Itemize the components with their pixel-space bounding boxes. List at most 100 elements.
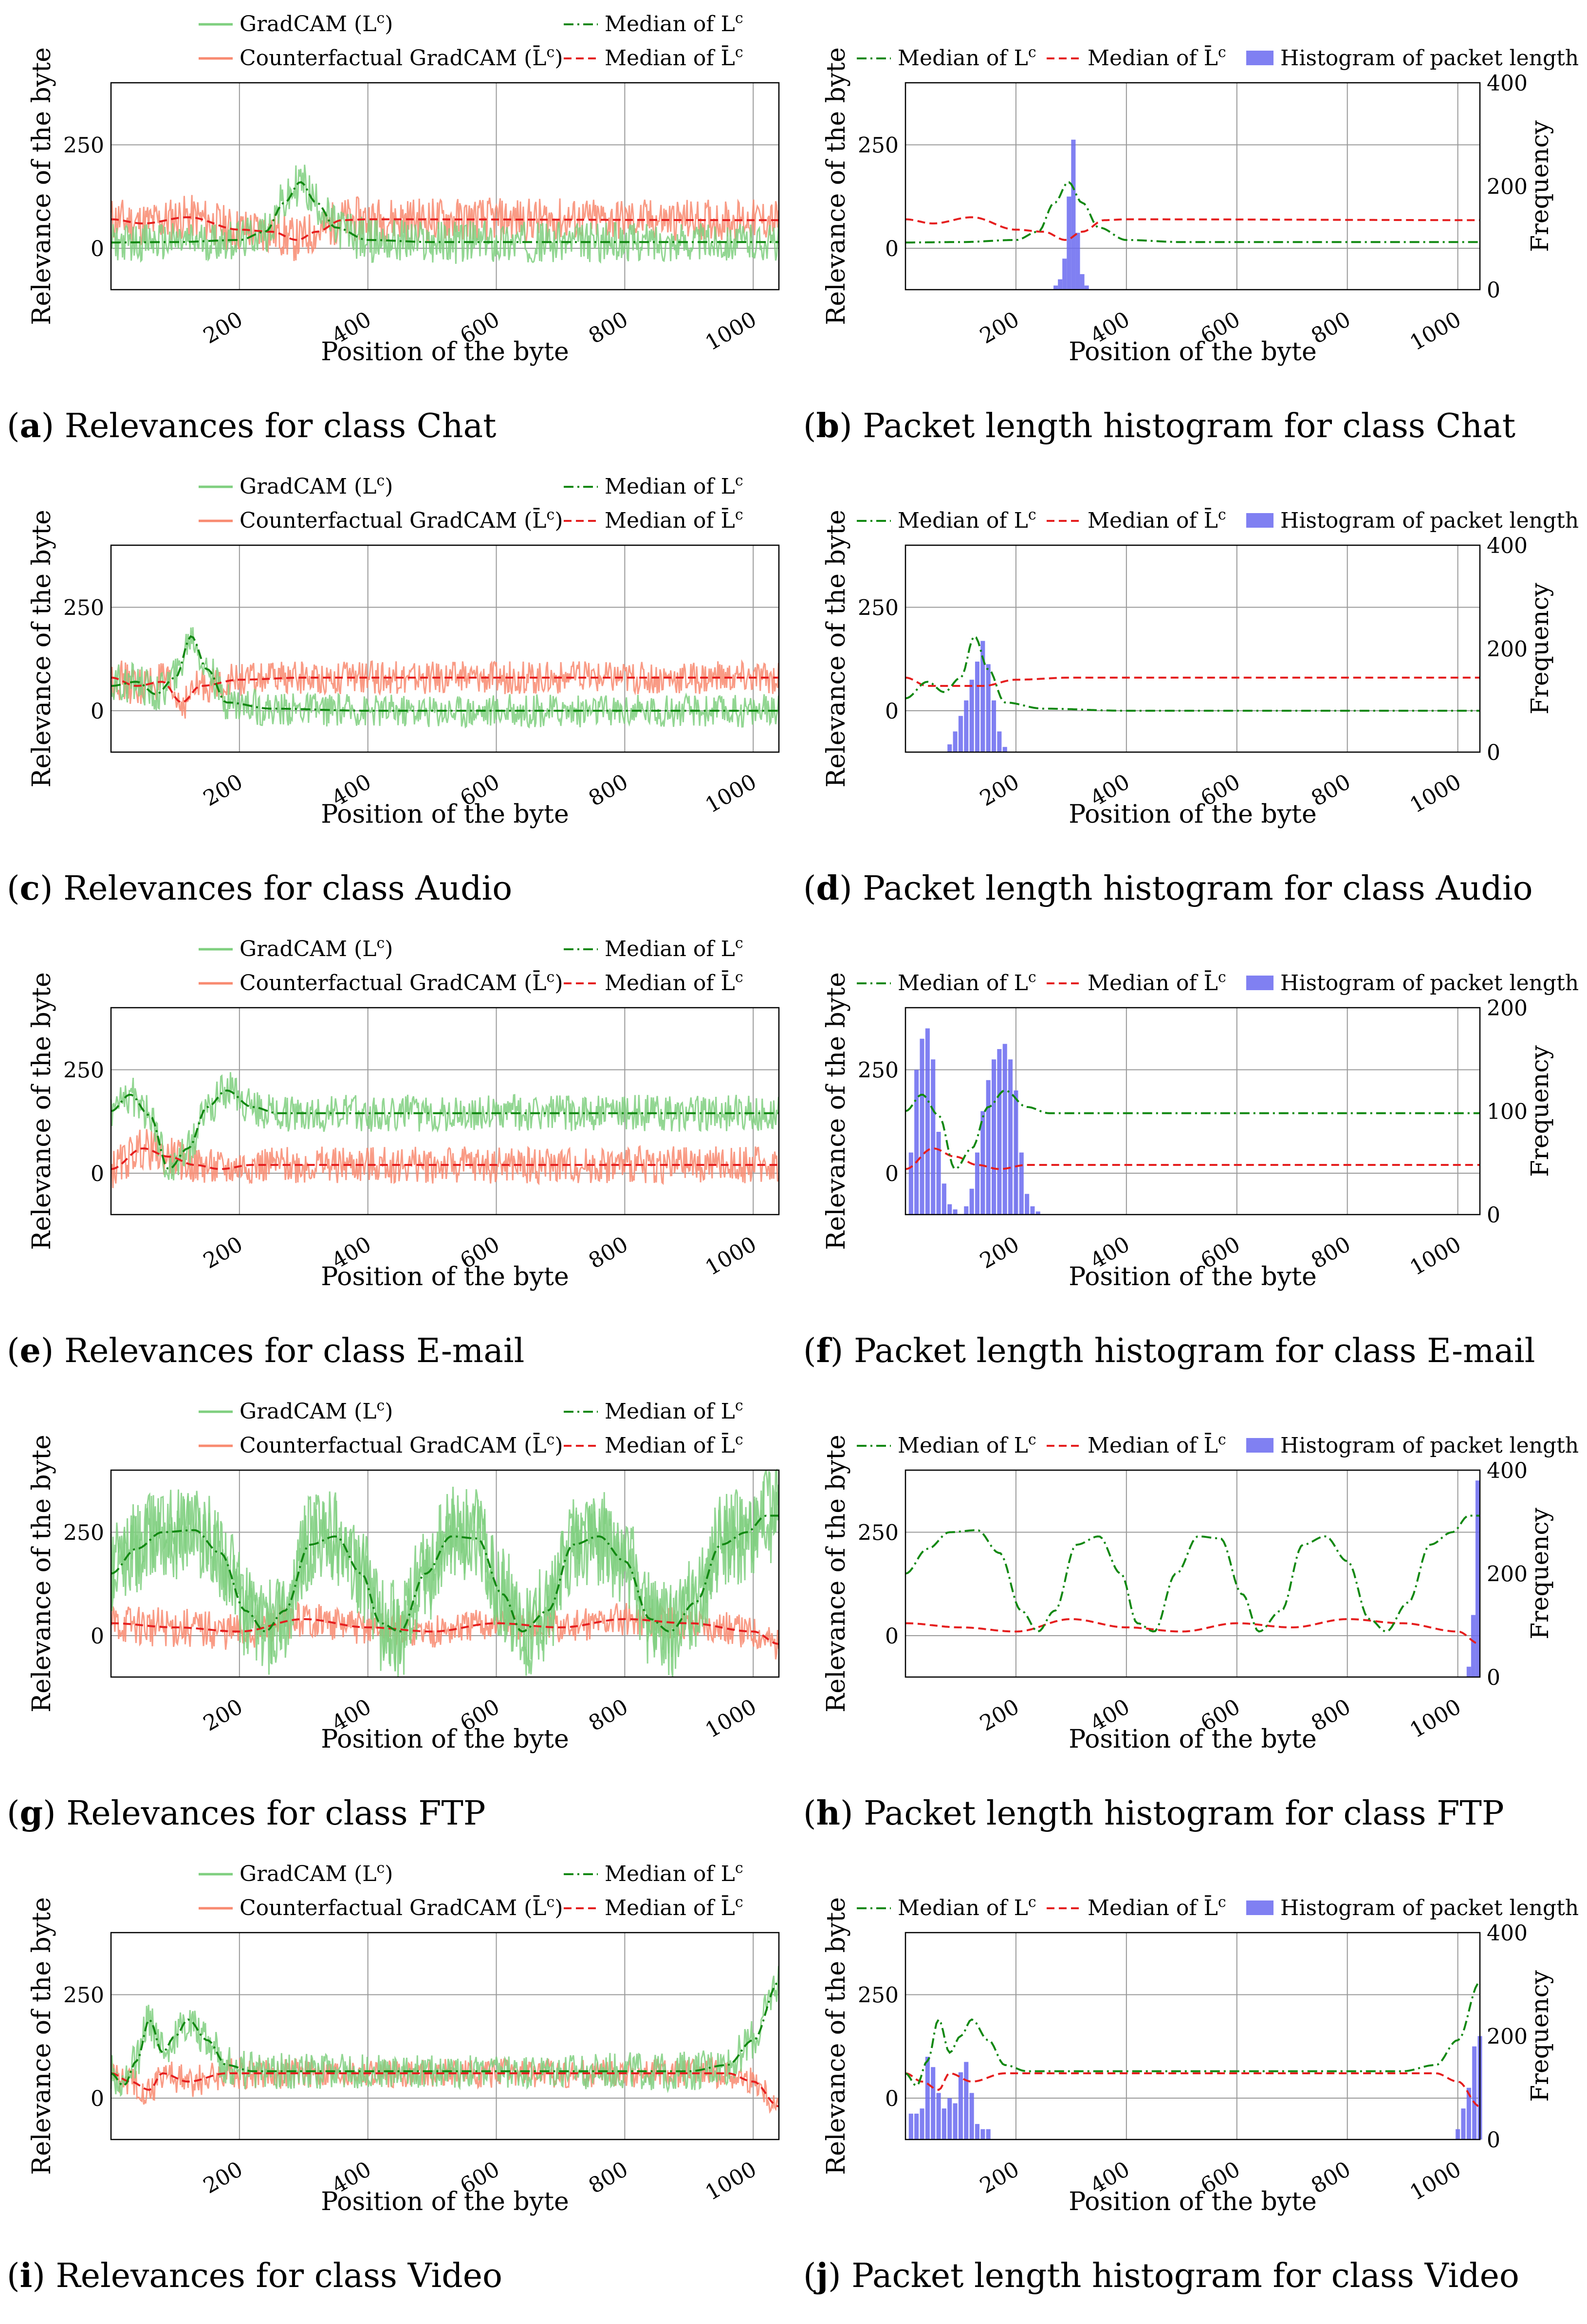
x-axis-label: Position of the byte: [321, 337, 569, 367]
y-tick-label: 0: [91, 1162, 104, 1186]
histogram-bar: [969, 1188, 974, 1215]
y-tick-label: 250: [63, 596, 104, 621]
y-tick-label: 0: [91, 2086, 104, 2111]
x-tick-label: 1000: [701, 1232, 760, 1280]
legend-median-lbar: Median of L̄c: [1088, 1431, 1226, 1458]
legend-median-lbar: Median of L̄c: [605, 44, 743, 71]
histogram-bar: [986, 664, 991, 752]
median-lbar-line: [905, 1147, 1480, 1170]
histogram-bar: [964, 700, 969, 752]
legend: GradCAM (Lc) Counterfactual GradCAM (L̄c)…: [199, 935, 743, 996]
x-tick-label: 200: [976, 769, 1023, 811]
panel-a: 0 250 200 400 600 800 1000 Position of the byte…: [0, 0, 794, 462]
legend-gradcam: GradCAM (Lc): [240, 1860, 393, 1887]
legend: Median of Lc Median of L̄c Histogram of pa…: [857, 1431, 1579, 1458]
y-axis-label: Relevance of the byte: [27, 972, 56, 1250]
median-l-line: [905, 1514, 1480, 1633]
y-axis-label: Relevance of the byte: [27, 47, 56, 325]
histogram-bar: [980, 2129, 985, 2140]
histogram-bar: [914, 1070, 919, 1215]
histogram-bar: [908, 2113, 913, 2140]
x-tick-label: 800: [585, 1694, 632, 1736]
legend-median-l: Median of Lc: [605, 935, 743, 962]
caption-letter: h: [816, 1794, 840, 1833]
histogram-bar: [947, 744, 952, 752]
histogram-bar: [925, 2057, 930, 2140]
y-tick-label: 0: [91, 1624, 104, 1649]
x-tick-label: 1000: [701, 307, 760, 355]
histogram-bar: [1062, 258, 1067, 290]
y-tick-label: 250: [858, 1058, 899, 1083]
legend-gradcam: GradCAM (Lc): [240, 10, 393, 37]
x-tick-label: 1000: [701, 1694, 760, 1743]
y-tick-label: 250: [63, 133, 104, 158]
x-axis-label: Position of the byte: [1069, 1725, 1316, 1754]
legend: GradCAM (Lc) Counterfactual GradCAM (L̄c)…: [199, 1397, 743, 1458]
x-axis-label: Position of the byte: [321, 1262, 569, 1291]
legend-median-l: Median of Lc: [605, 1397, 743, 1424]
y-tick-label: 250: [63, 1983, 104, 2008]
caption-text: Packet length histogram for class FTP: [864, 1794, 1504, 1833]
x-tick-label: 800: [585, 307, 632, 349]
histogram-bar: [958, 2072, 963, 2140]
histogram-bar: [1075, 233, 1080, 290]
y-tick-label: 0: [91, 699, 104, 724]
histogram-bar: [931, 2067, 936, 2140]
median-l-line: [111, 1981, 779, 2087]
y-tick-label: 250: [858, 1983, 899, 2008]
y2-tick-label: 0: [1487, 2128, 1500, 2153]
legend: Median of Lc Median of L̄c Histogram of pa…: [857, 1894, 1579, 1920]
histogram-bar: [1466, 1666, 1471, 1677]
caption-letter: f: [816, 1331, 830, 1370]
histogram-bar: [992, 1059, 996, 1215]
y2-tick-label: 0: [1487, 1203, 1500, 1228]
caption-letter: i: [19, 2256, 33, 2295]
histogram-bar: [925, 1028, 930, 1215]
y2-tick-label: 400: [1487, 534, 1528, 558]
x-axis-label: Position of the byte: [1069, 1262, 1316, 1291]
caption-letter: g: [19, 1794, 43, 1833]
panel-d: 0 250 200 400 600 800 1000 0 200 400 Frequency Posi…: [794, 462, 1587, 925]
histogram-bar: [1002, 1044, 1007, 1215]
x-tick-label: 200: [976, 1694, 1023, 1736]
x-tick-label: 800: [585, 769, 632, 811]
x-tick-label: 200: [199, 769, 247, 811]
legend-median-l: Median of Lc: [605, 472, 743, 499]
caption-c: (c) Relevances for class Audio: [7, 869, 513, 908]
caption-letter: c: [19, 869, 40, 908]
histogram-bar: [1461, 2108, 1466, 2140]
legend-counterfactual: Counterfactual GradCAM (L̄c): [240, 506, 563, 534]
y2-axis-label: Frequency: [1526, 1508, 1554, 1640]
caption-letter: d: [816, 869, 840, 908]
legend-median-l: Median of Lc: [605, 1860, 743, 1887]
histogram-bar: [1475, 1480, 1480, 1677]
x-tick-label: 800: [585, 1232, 632, 1273]
histogram-bar: [1456, 2129, 1460, 2140]
legend-median-lbar: Median of L̄c: [1088, 969, 1226, 996]
legend-counterfactual: Counterfactual GradCAM (L̄c): [240, 1431, 563, 1458]
legend-median-l: Median of Lc: [898, 506, 1036, 534]
legend-counterfactual: Counterfactual GradCAM (L̄c): [240, 969, 563, 996]
y2-tick-label: 400: [1487, 71, 1528, 96]
histogram-bar: [931, 1059, 936, 1215]
histogram-bar: [1080, 274, 1085, 290]
panel-i: 0 250 200 400 600 800 1000 Position of the byte…: [0, 1850, 794, 2312]
y-axis-label: Relevance of the byte: [822, 510, 851, 788]
y-tick-label: 0: [885, 699, 899, 724]
median-lbar-line: [111, 677, 779, 703]
histogram-bar: [953, 1209, 958, 1215]
histogram-bar: [1030, 1206, 1035, 1215]
x-tick-label: 200: [976, 1232, 1023, 1273]
legend-median-lbar: Median of L̄c: [1088, 506, 1226, 534]
median-l-line: [905, 181, 1480, 244]
x-tick-label: 1000: [1406, 1232, 1465, 1280]
y2-axis-label: Frequency: [1526, 583, 1554, 715]
legend-gradcam: GradCAM (Lc): [240, 1397, 393, 1424]
plot-frame: [904, 82, 1481, 291]
histogram-bar: [953, 731, 958, 752]
caption-text: Packet length histogram for class Audio: [863, 869, 1533, 908]
panel-j: 0 250 200 400 600 800 1000 0 200 400 Frequency Posi…: [794, 1850, 1587, 2312]
legend-median-lbar: Median of L̄c: [605, 1894, 743, 1921]
